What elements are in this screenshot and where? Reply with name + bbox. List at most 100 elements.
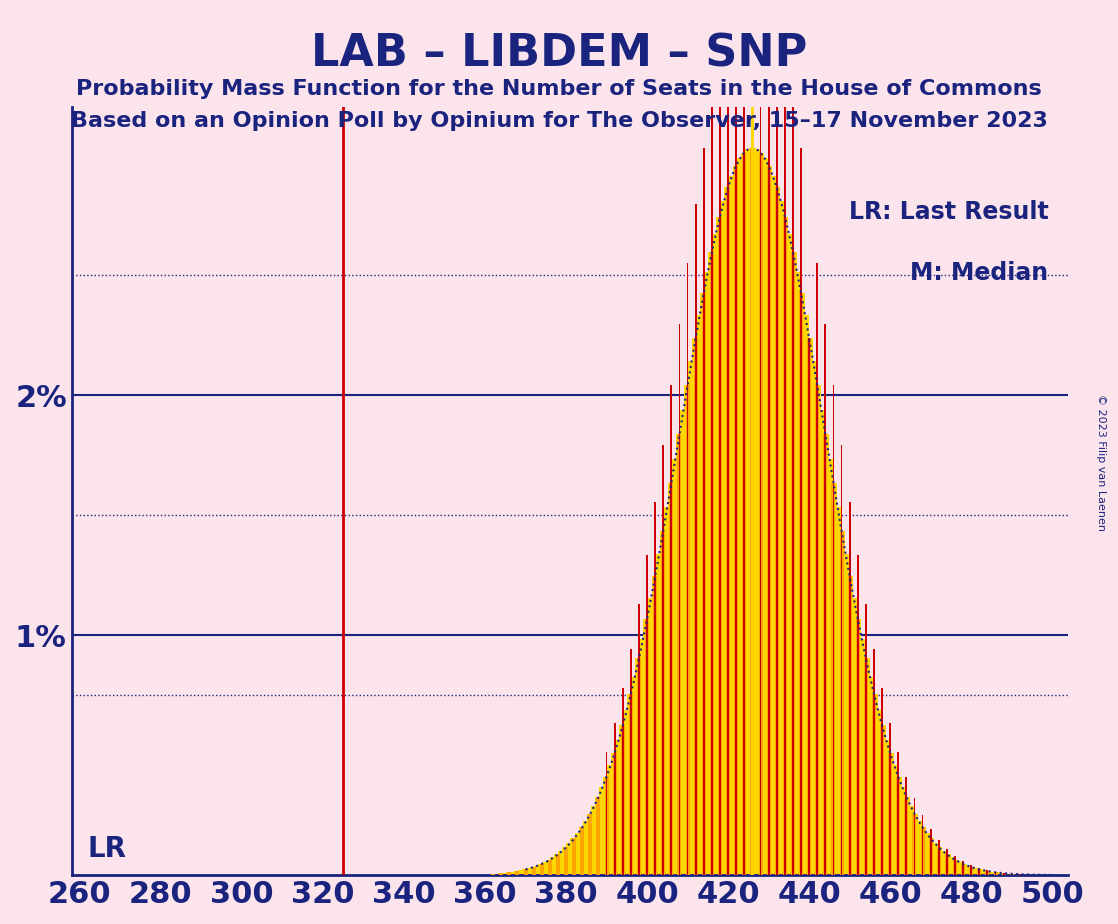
- Bar: [985, 871, 989, 875]
- Bar: [729, 176, 736, 875]
- Bar: [864, 658, 868, 875]
- Bar: [702, 293, 705, 875]
- Bar: [686, 263, 689, 875]
- Bar: [580, 827, 585, 875]
- Bar: [605, 777, 608, 875]
- Bar: [523, 869, 528, 875]
- Bar: [873, 649, 875, 875]
- Bar: [768, 0, 769, 875]
- Bar: [937, 847, 940, 875]
- Bar: [717, 216, 723, 875]
- Bar: [567, 844, 574, 875]
- Bar: [800, 148, 802, 875]
- Bar: [891, 765, 898, 875]
- Bar: [538, 864, 546, 875]
- Bar: [824, 324, 826, 875]
- Bar: [638, 604, 639, 875]
- Bar: [542, 862, 549, 875]
- Bar: [767, 166, 770, 875]
- Text: LAB – LIBDEM – SNP: LAB – LIBDEM – SNP: [311, 32, 807, 76]
- Bar: [984, 871, 991, 875]
- Bar: [911, 814, 918, 875]
- Bar: [614, 723, 616, 875]
- Bar: [847, 577, 852, 875]
- Bar: [726, 188, 730, 875]
- Bar: [724, 188, 732, 875]
- Bar: [923, 833, 930, 875]
- Bar: [769, 176, 776, 875]
- Bar: [809, 361, 817, 875]
- Bar: [534, 866, 541, 875]
- Bar: [1004, 873, 1012, 875]
- Bar: [737, 158, 743, 875]
- Bar: [953, 860, 957, 875]
- Bar: [679, 324, 681, 875]
- Bar: [628, 694, 633, 875]
- Bar: [790, 252, 795, 875]
- Bar: [498, 873, 505, 875]
- Bar: [671, 385, 672, 875]
- Bar: [660, 530, 667, 875]
- Bar: [711, 96, 713, 875]
- Bar: [751, 0, 754, 875]
- Bar: [662, 444, 664, 875]
- Bar: [757, 152, 765, 875]
- Bar: [830, 483, 837, 875]
- Bar: [632, 676, 638, 875]
- Text: Based on an Opinion Poll by Opinium for The Observer, 15–17 November 2023: Based on an Opinion Poll by Opinium for …: [70, 111, 1048, 131]
- Bar: [510, 871, 517, 875]
- Bar: [996, 873, 1003, 875]
- Bar: [680, 409, 688, 875]
- Bar: [945, 855, 949, 875]
- Bar: [849, 502, 851, 875]
- Bar: [558, 851, 566, 875]
- Bar: [972, 869, 979, 875]
- Bar: [855, 619, 860, 875]
- Bar: [562, 847, 570, 875]
- Bar: [794, 272, 800, 875]
- Text: Probability Mass Function for the Number of Seats in the House of Commons: Probability Mass Function for the Number…: [76, 79, 1042, 99]
- Bar: [590, 806, 598, 875]
- Bar: [684, 385, 691, 875]
- Bar: [846, 577, 853, 875]
- Bar: [822, 434, 828, 875]
- Bar: [490, 874, 496, 875]
- Bar: [927, 838, 935, 875]
- Bar: [572, 838, 576, 875]
- Bar: [913, 798, 916, 875]
- Bar: [988, 871, 995, 875]
- Bar: [880, 725, 884, 875]
- Bar: [808, 338, 811, 875]
- Bar: [837, 530, 845, 875]
- Bar: [645, 619, 650, 875]
- Bar: [964, 866, 970, 875]
- Bar: [493, 873, 501, 875]
- Bar: [1008, 874, 1015, 875]
- Bar: [872, 694, 877, 875]
- Bar: [815, 385, 819, 875]
- Bar: [986, 870, 988, 875]
- Bar: [817, 409, 825, 875]
- Bar: [548, 860, 552, 875]
- Bar: [505, 872, 513, 875]
- Bar: [897, 777, 900, 875]
- Bar: [938, 841, 940, 875]
- Bar: [685, 385, 690, 875]
- Bar: [783, 216, 787, 875]
- Bar: [912, 814, 917, 875]
- Bar: [749, 148, 756, 875]
- Bar: [623, 711, 631, 875]
- Bar: [575, 833, 581, 875]
- Bar: [655, 553, 663, 875]
- Bar: [862, 658, 870, 875]
- Text: © 2023 Filip van Laenen: © 2023 Filip van Laenen: [1097, 394, 1106, 530]
- Bar: [491, 874, 495, 875]
- Bar: [920, 827, 925, 875]
- Bar: [832, 483, 835, 875]
- Bar: [555, 855, 561, 875]
- Bar: [967, 867, 975, 875]
- Bar: [906, 777, 908, 875]
- Bar: [743, 0, 746, 875]
- Text: LR: Last Result: LR: Last Result: [849, 200, 1049, 224]
- Bar: [588, 814, 593, 875]
